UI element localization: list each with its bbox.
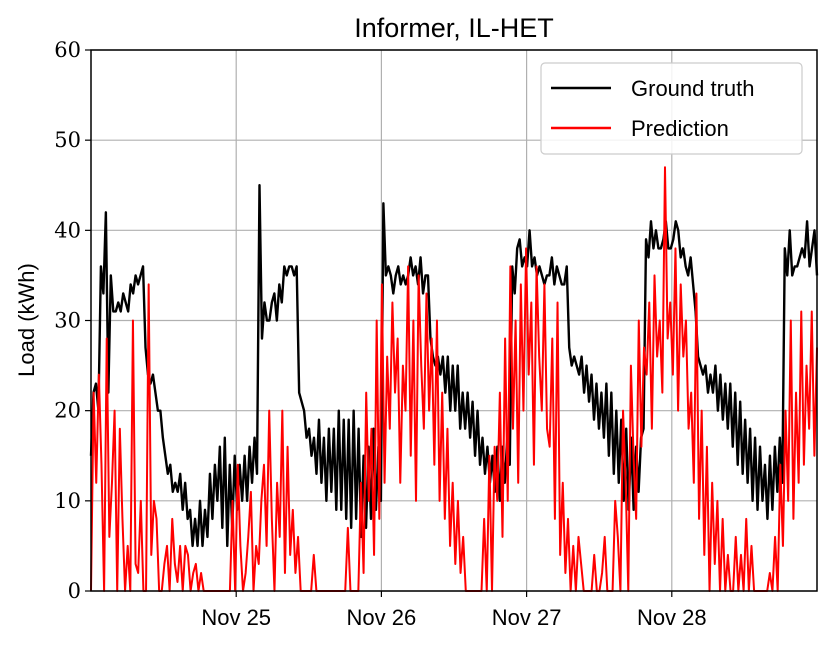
x-tick-label: Nov 26 bbox=[347, 605, 417, 630]
y-axis-label: Load (kWh) bbox=[14, 263, 39, 377]
legend: Ground truth Prediction bbox=[540, 62, 803, 155]
x-tick-label: Nov 27 bbox=[492, 605, 562, 630]
legend-label: Ground truth bbox=[631, 76, 755, 101]
y-tick-label: 20 bbox=[54, 399, 81, 423]
legend-box bbox=[540, 62, 803, 155]
y-axis: 0 10 20 30 40 50 60 bbox=[54, 38, 91, 603]
y-tick-label: 60 bbox=[54, 38, 81, 62]
x-axis: Nov 25 Nov 26 Nov 27 Nov 28 bbox=[201, 591, 707, 630]
y-tick-label: 30 bbox=[54, 309, 81, 333]
chart-title: Informer, IL-HET bbox=[354, 13, 554, 43]
y-tick-label: 0 bbox=[68, 579, 81, 603]
x-tick-label: Nov 25 bbox=[201, 605, 271, 630]
y-tick-label: 40 bbox=[54, 218, 81, 242]
legend-label: Prediction bbox=[631, 116, 729, 141]
y-tick-label: 50 bbox=[54, 128, 81, 152]
y-tick-label: 10 bbox=[54, 489, 81, 513]
x-tick-label: Nov 28 bbox=[637, 605, 707, 630]
